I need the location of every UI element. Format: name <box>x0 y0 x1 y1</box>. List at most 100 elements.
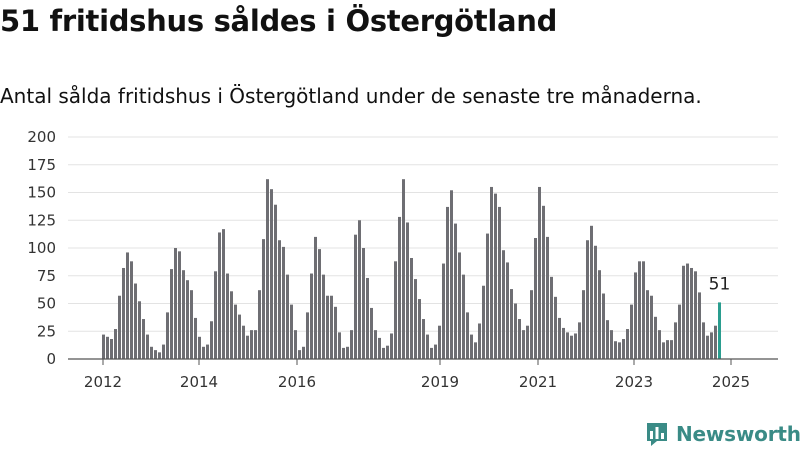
bar <box>158 352 161 359</box>
bar <box>262 239 265 359</box>
bar <box>466 312 469 359</box>
x-tick-label: 2016 <box>278 373 316 391</box>
newsworthy-logo-icon <box>647 423 667 446</box>
bar <box>238 314 241 359</box>
bar <box>422 319 425 359</box>
bar <box>134 283 137 359</box>
bar <box>398 216 401 359</box>
bar-latest <box>718 302 721 359</box>
x-tick-label: 2025 <box>712 373 750 391</box>
bar <box>314 236 317 359</box>
bar <box>586 240 589 359</box>
bar <box>386 345 389 359</box>
y-tick-label: 125 <box>27 211 56 229</box>
bar <box>550 276 553 359</box>
bar <box>638 261 641 359</box>
bar <box>682 265 685 359</box>
bar <box>162 344 165 359</box>
bar <box>578 322 581 359</box>
bar <box>126 252 129 359</box>
bar <box>590 225 593 359</box>
bar <box>514 303 517 359</box>
bar <box>410 257 413 359</box>
bar <box>166 312 169 359</box>
y-tick-label: 50 <box>37 295 56 313</box>
bar <box>646 290 649 359</box>
bar <box>198 336 201 359</box>
bar <box>222 229 225 359</box>
bar <box>182 270 185 359</box>
bar <box>702 322 705 359</box>
y-tick-label: 100 <box>27 239 56 257</box>
bar <box>114 329 117 359</box>
bar <box>678 304 681 359</box>
bar <box>130 261 133 359</box>
bar <box>138 301 141 359</box>
bar <box>338 332 341 359</box>
bar <box>226 273 229 359</box>
bar <box>374 330 377 359</box>
bar <box>686 263 689 359</box>
bar <box>370 307 373 359</box>
bar <box>294 330 297 359</box>
bar <box>106 336 109 359</box>
bar <box>426 334 429 359</box>
bar <box>230 291 233 359</box>
bar <box>594 245 597 359</box>
bar <box>534 238 537 359</box>
bar <box>574 333 577 359</box>
bar <box>710 332 713 359</box>
bar <box>558 317 561 359</box>
bar <box>526 325 529 359</box>
bar <box>618 342 621 359</box>
bar <box>390 333 393 359</box>
bar <box>154 350 157 359</box>
bar <box>146 334 149 359</box>
bar <box>674 322 677 359</box>
bar <box>626 329 629 359</box>
bar <box>190 290 193 359</box>
bar <box>502 250 505 359</box>
bar <box>258 290 261 359</box>
bar <box>194 317 197 359</box>
bar <box>598 270 601 359</box>
bar <box>482 285 485 359</box>
bar <box>546 236 549 359</box>
bar <box>322 274 325 359</box>
bar <box>614 341 617 359</box>
bar <box>610 330 613 359</box>
brand-name: Newsworthy <box>676 422 800 446</box>
bar <box>478 323 481 359</box>
page-title: 51 fritidshus såldes i Östergötland <box>0 4 558 38</box>
bar <box>442 263 445 359</box>
bar <box>414 279 417 359</box>
bar <box>402 179 405 359</box>
bar <box>554 296 557 359</box>
bar <box>174 248 177 359</box>
bar <box>490 186 493 359</box>
bar <box>318 249 321 359</box>
bar <box>346 346 349 359</box>
bar <box>142 319 145 359</box>
bar <box>498 206 501 359</box>
bar <box>450 190 453 359</box>
bar <box>602 293 605 359</box>
bar <box>310 273 313 359</box>
bar <box>510 289 513 359</box>
bar <box>102 334 105 359</box>
bar <box>458 252 461 359</box>
bar <box>698 292 701 359</box>
bar <box>206 344 209 359</box>
bar <box>494 193 497 359</box>
data-label-latest: 51 <box>709 274 731 294</box>
bar <box>334 306 337 359</box>
bar <box>670 340 673 359</box>
bar <box>274 204 277 359</box>
bar <box>298 350 301 359</box>
bar <box>122 267 125 359</box>
bar <box>202 346 205 359</box>
bar <box>178 251 181 359</box>
bar <box>518 319 521 359</box>
bar <box>290 304 293 359</box>
